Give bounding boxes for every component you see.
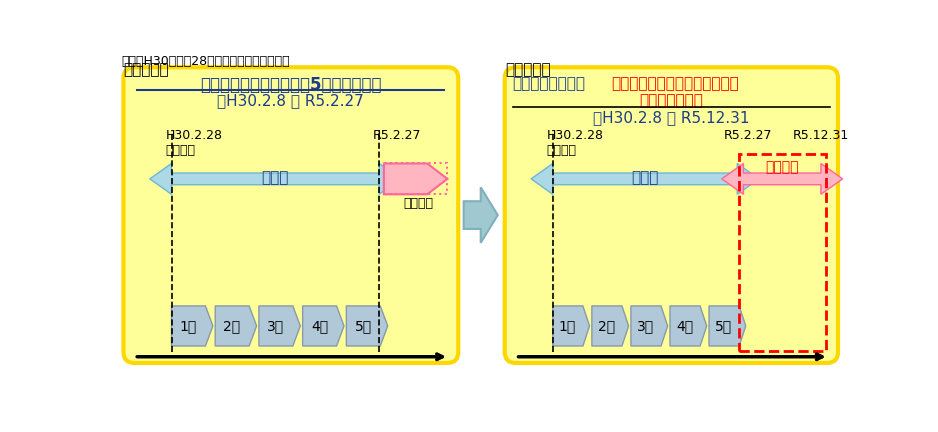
Text: 受講した日の翌年の開始日から: 受講した日の翌年の開始日から	[612, 76, 739, 92]
Polygon shape	[150, 163, 401, 194]
Text: （例）H30年２月28日に講習を受講した場合: （例）H30年２月28日に講習を受講した場合	[121, 55, 290, 68]
Text: ５年間: ５年間	[262, 171, 289, 186]
Polygon shape	[592, 306, 628, 346]
Text: 2年: 2年	[223, 319, 240, 333]
Text: 5年: 5年	[355, 319, 371, 333]
Text: 【改正前】: 【改正前】	[124, 63, 169, 78]
Polygon shape	[670, 306, 706, 346]
FancyBboxPatch shape	[124, 67, 459, 363]
Text: H30.2.28
講習受講: H30.2.28 講習受講	[165, 129, 222, 157]
Text: 監理技術者講習を: 監理技術者講習を	[512, 76, 585, 92]
Polygon shape	[259, 306, 300, 346]
Text: 加点不可: 加点不可	[403, 197, 433, 210]
Polygon shape	[303, 306, 344, 346]
Text: R5.2.27: R5.2.27	[373, 129, 421, 142]
Polygon shape	[721, 163, 842, 194]
Text: ＝H30.2.8 ～ R5.12.31: ＝H30.2.8 ～ R5.12.31	[593, 110, 749, 125]
Text: ５年間: ５年間	[631, 171, 658, 186]
Text: 5年: 5年	[715, 319, 732, 333]
Text: ＝H30.2.8 ～ R5.2.27: ＝H30.2.8 ～ R5.2.27	[218, 93, 364, 108]
Text: 3年: 3年	[267, 319, 284, 333]
Text: R5.2.27: R5.2.27	[723, 129, 772, 142]
Polygon shape	[215, 306, 257, 346]
Text: ５年間加点可能: ５年間加点可能	[640, 93, 704, 108]
Polygon shape	[709, 306, 746, 346]
Text: 1年: 1年	[180, 319, 197, 333]
Text: 1年: 1年	[559, 319, 576, 333]
Text: 監理技術者講習受講から5年間加点可能: 監理技術者講習受講から5年間加点可能	[200, 76, 382, 95]
Text: 加点可能: 加点可能	[765, 160, 799, 175]
Text: 3年: 3年	[637, 319, 654, 333]
Polygon shape	[172, 306, 213, 346]
Text: 2年: 2年	[598, 319, 615, 333]
Polygon shape	[384, 163, 447, 194]
Polygon shape	[631, 306, 668, 346]
Text: 4年: 4年	[676, 319, 693, 333]
Text: H30.2.28
講習受講: H30.2.28 講習受講	[547, 129, 603, 157]
Polygon shape	[531, 163, 759, 194]
Polygon shape	[552, 306, 590, 346]
Text: R5.12.31: R5.12.31	[793, 129, 849, 142]
Polygon shape	[346, 306, 387, 346]
FancyBboxPatch shape	[505, 67, 838, 363]
Text: 【改正後】: 【改正後】	[505, 63, 551, 78]
Polygon shape	[463, 187, 498, 243]
Text: 4年: 4年	[310, 319, 328, 333]
